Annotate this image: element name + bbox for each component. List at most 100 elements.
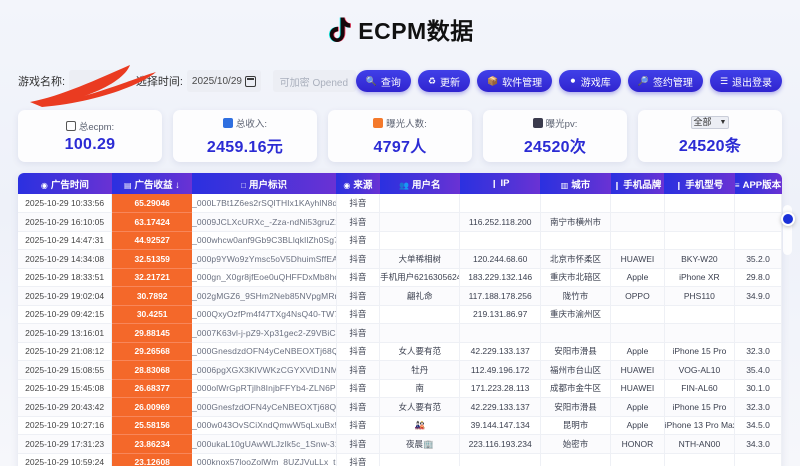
refresh-button[interactable]: ♻ 更新	[417, 70, 470, 92]
logout-button[interactable]: ☰ 退出登录	[709, 70, 783, 92]
stat-label-text: 曝光人数:	[386, 118, 427, 130]
cell-city: 陇竹市	[540, 286, 612, 306]
cell-ad-time: 2025-10-29 20:43:42	[18, 397, 113, 417]
stat-card-record-count: 全部 ▼ 24520条	[638, 110, 782, 162]
table-row[interactable]: 2025-10-29 17:31:23 23.86234 _000ukaL10gUA…	[18, 434, 782, 454]
stat-label: 曝光人数:	[373, 116, 427, 130]
arrow-up-circle-icon[interactable]	[781, 212, 795, 226]
cell-source: 抖音	[336, 231, 381, 250]
contract-manage-button[interactable]: 🔎 签约管理	[627, 70, 703, 92]
game-library-button[interactable]: ⚫ 游戏库	[559, 70, 621, 92]
cell-city	[540, 453, 612, 466]
city-icon: ▥	[560, 180, 569, 190]
cell-phone-brand	[610, 212, 665, 232]
calendar-icon[interactable]	[244, 75, 256, 87]
table-row[interactable]: 2025-10-29 15:45:08 26.68377 _000olWrGpRTj…	[18, 379, 782, 398]
cell-source: 抖音	[336, 305, 381, 324]
column-header-ad-revenue[interactable]: ▤ 广告收益 ↓	[111, 173, 193, 194]
cell-user-id: _000knox57looZolWm_8UZJVuLLx_t8gr66	[192, 453, 337, 466]
model-icon: ❙	[675, 180, 683, 190]
column-header-username[interactable]: 👥 用户名	[379, 173, 460, 194]
table-row[interactable]: 2025-10-29 10:27:16 25.58156 _000w043OvSCi…	[18, 416, 782, 435]
column-header-phone-model[interactable]: ❙ 手机型号	[664, 173, 735, 194]
game-name-select[interactable]	[69, 70, 120, 92]
column-header-ip[interactable]: ❙ IP	[459, 173, 541, 194]
table-row[interactable]: 2025-10-29 20:43:42 26.00969 _000GnesfzdOF…	[18, 397, 782, 417]
cell-city	[540, 323, 612, 343]
table-row[interactable]: 2025-10-29 10:33:56 65.29046 _000L7Bt1Z6es…	[18, 194, 782, 213]
record-filter-select[interactable]: 全部 ▼	[690, 116, 730, 129]
cell-phone-brand	[610, 231, 665, 250]
cell-app-version: 34.5.0	[734, 416, 782, 435]
table-row[interactable]: 2025-10-29 10:59:24 23.12608 _000knox57loo…	[18, 453, 782, 466]
column-label: IP	[500, 178, 510, 189]
cell-phone-model	[664, 231, 736, 250]
table-row[interactable]: 2025-10-29 09:42:15 30.4251 _000QxyOzfPm4f…	[18, 305, 782, 324]
software-manage-button[interactable]: 📦 软件管理	[476, 70, 553, 92]
table-body: 2025-10-29 10:33:56 65.29046 _000L7Bt1Z6es…	[18, 194, 782, 466]
cell-source: 抖音	[336, 268, 381, 287]
cell-username: 女人要有范	[379, 397, 461, 417]
column-header-city[interactable]: ▥ 城市	[540, 173, 611, 194]
table-row[interactable]: 2025-10-29 19:02:04 30.7892 _002gMGZ6_9SHm…	[18, 286, 782, 306]
table-row[interactable]: 2025-10-29 14:47:31 44.92527 _000whcw0anf9…	[18, 231, 782, 250]
column-label: 来源	[353, 179, 373, 191]
cell-city: 安阳市滑县	[540, 397, 612, 417]
cell-user-id: _002gMGZ6_9SHm2Neb85NVpgMRreHSe-fj	[192, 286, 337, 306]
column-header-ad-time[interactable]: ◉ 广告时间	[18, 173, 112, 194]
scroll-track[interactable]	[783, 205, 792, 255]
package-icon: 📦	[486, 75, 499, 86]
cell-city: 重庆市渝州区	[540, 305, 612, 324]
cell-source: 抖音	[336, 286, 381, 306]
cell-ad-revenue: 29.88145	[111, 323, 193, 343]
cell-username: 手机用户6216305624 0	[379, 268, 461, 287]
cell-ad-time: 2025-10-29 14:34:08	[18, 249, 113, 269]
cell-user-id: _0006pgXGX3KlVWKzCGYXVtD1NMNdHl1Bmgz	[192, 360, 337, 380]
date-value: 2025/10/29	[191, 75, 242, 87]
cell-city: 始密市	[540, 434, 612, 454]
date-input[interactable]: 2025/10/29	[186, 70, 261, 92]
cell-phone-model	[664, 212, 736, 232]
cell-source: 抖音	[336, 416, 381, 435]
cell-ad-time: 2025-10-29 19:02:04	[18, 286, 113, 306]
cell-ad-revenue: 65.29046	[111, 194, 193, 213]
cell-ad-time: 2025-10-29 10:27:16	[18, 416, 113, 435]
cell-app-version	[734, 305, 782, 324]
column-header-phone-brand[interactable]: ❙ 手机品牌	[610, 173, 665, 194]
status-field[interactable]: 可加密 Opened	[272, 70, 356, 92]
cell-phone-model	[664, 323, 736, 343]
column-label: 用户名	[412, 179, 441, 191]
ecpm-data-table: ◉ 广告时间 ▤ 广告收益 ↓ □ 用户标识 ◉ 来源 👥 用户名 ❙ IP ▥ 城市 ❙ 手机…	[18, 173, 782, 466]
cell-source: 抖音	[336, 360, 381, 380]
software-manage-label: 软件管理	[502, 77, 543, 89]
cell-phone-brand	[610, 323, 665, 343]
cell-app-version: 34.9.0	[734, 286, 782, 306]
user-icon: 👥	[399, 180, 410, 190]
cell-ip	[459, 323, 541, 343]
stat-label-text: 总收入:	[235, 118, 268, 130]
cell-phone-brand: Apple	[610, 268, 665, 287]
cell-city: 南宁市横州市	[540, 212, 612, 232]
cell-user-id: _000GnesfzdOFN4yCeNBEOXTj68QrhLD3U7	[192, 397, 337, 417]
cell-ip: 219.131.86.97	[459, 305, 541, 324]
stat-label: 总ecpm:	[65, 119, 114, 133]
column-header-user-id[interactable]: □ 用户标识	[192, 173, 337, 194]
cell-phone-model: FIN-AL60	[664, 379, 736, 398]
table-row[interactable]: 2025-10-29 16:10:05 63.17424 _0009JCLXcURX…	[18, 212, 782, 232]
table-row[interactable]: 2025-10-29 14:34:08 32.51359 _000p9YWo9zYm…	[18, 249, 782, 269]
table-row[interactable]: 2025-10-29 13:16:01 29.88145 _0007K63vl-j-…	[18, 323, 782, 343]
cell-city: 福州市台山区	[540, 360, 612, 380]
table-row[interactable]: 2025-10-29 15:08:55 28.83068 _0006pgXGX3Kl…	[18, 360, 782, 380]
cell-user-id: _000gn_X0gr8jfEoe0uQHFFDxMb8hcDbKNu	[192, 268, 337, 287]
column-header-app-version[interactable]: ≡ APP版本	[734, 173, 782, 194]
table-row[interactable]: 2025-10-29 18:33:51 32.21721 _000gn_X0gr8j…	[18, 268, 782, 287]
cell-phone-model: iPhone 15 Pro	[664, 397, 736, 417]
table-row[interactable]: 2025-10-29 21:08:12 29.26568 _000GnesdzdOF…	[18, 342, 782, 361]
search-button[interactable]: 🔍 查询	[355, 70, 411, 92]
cell-username: 翩礼命	[379, 286, 461, 306]
cell-phone-brand: Apple	[610, 397, 665, 417]
cell-phone-brand: HUAWEI	[610, 249, 665, 269]
cell-user-id: _0009JCLXcURXc_-Zza-ndNi53gruZ1m5i,Inx	[192, 212, 337, 232]
cell-ip: 120.244.68.60	[459, 249, 541, 269]
column-header-source[interactable]: ◉ 来源	[336, 173, 380, 194]
